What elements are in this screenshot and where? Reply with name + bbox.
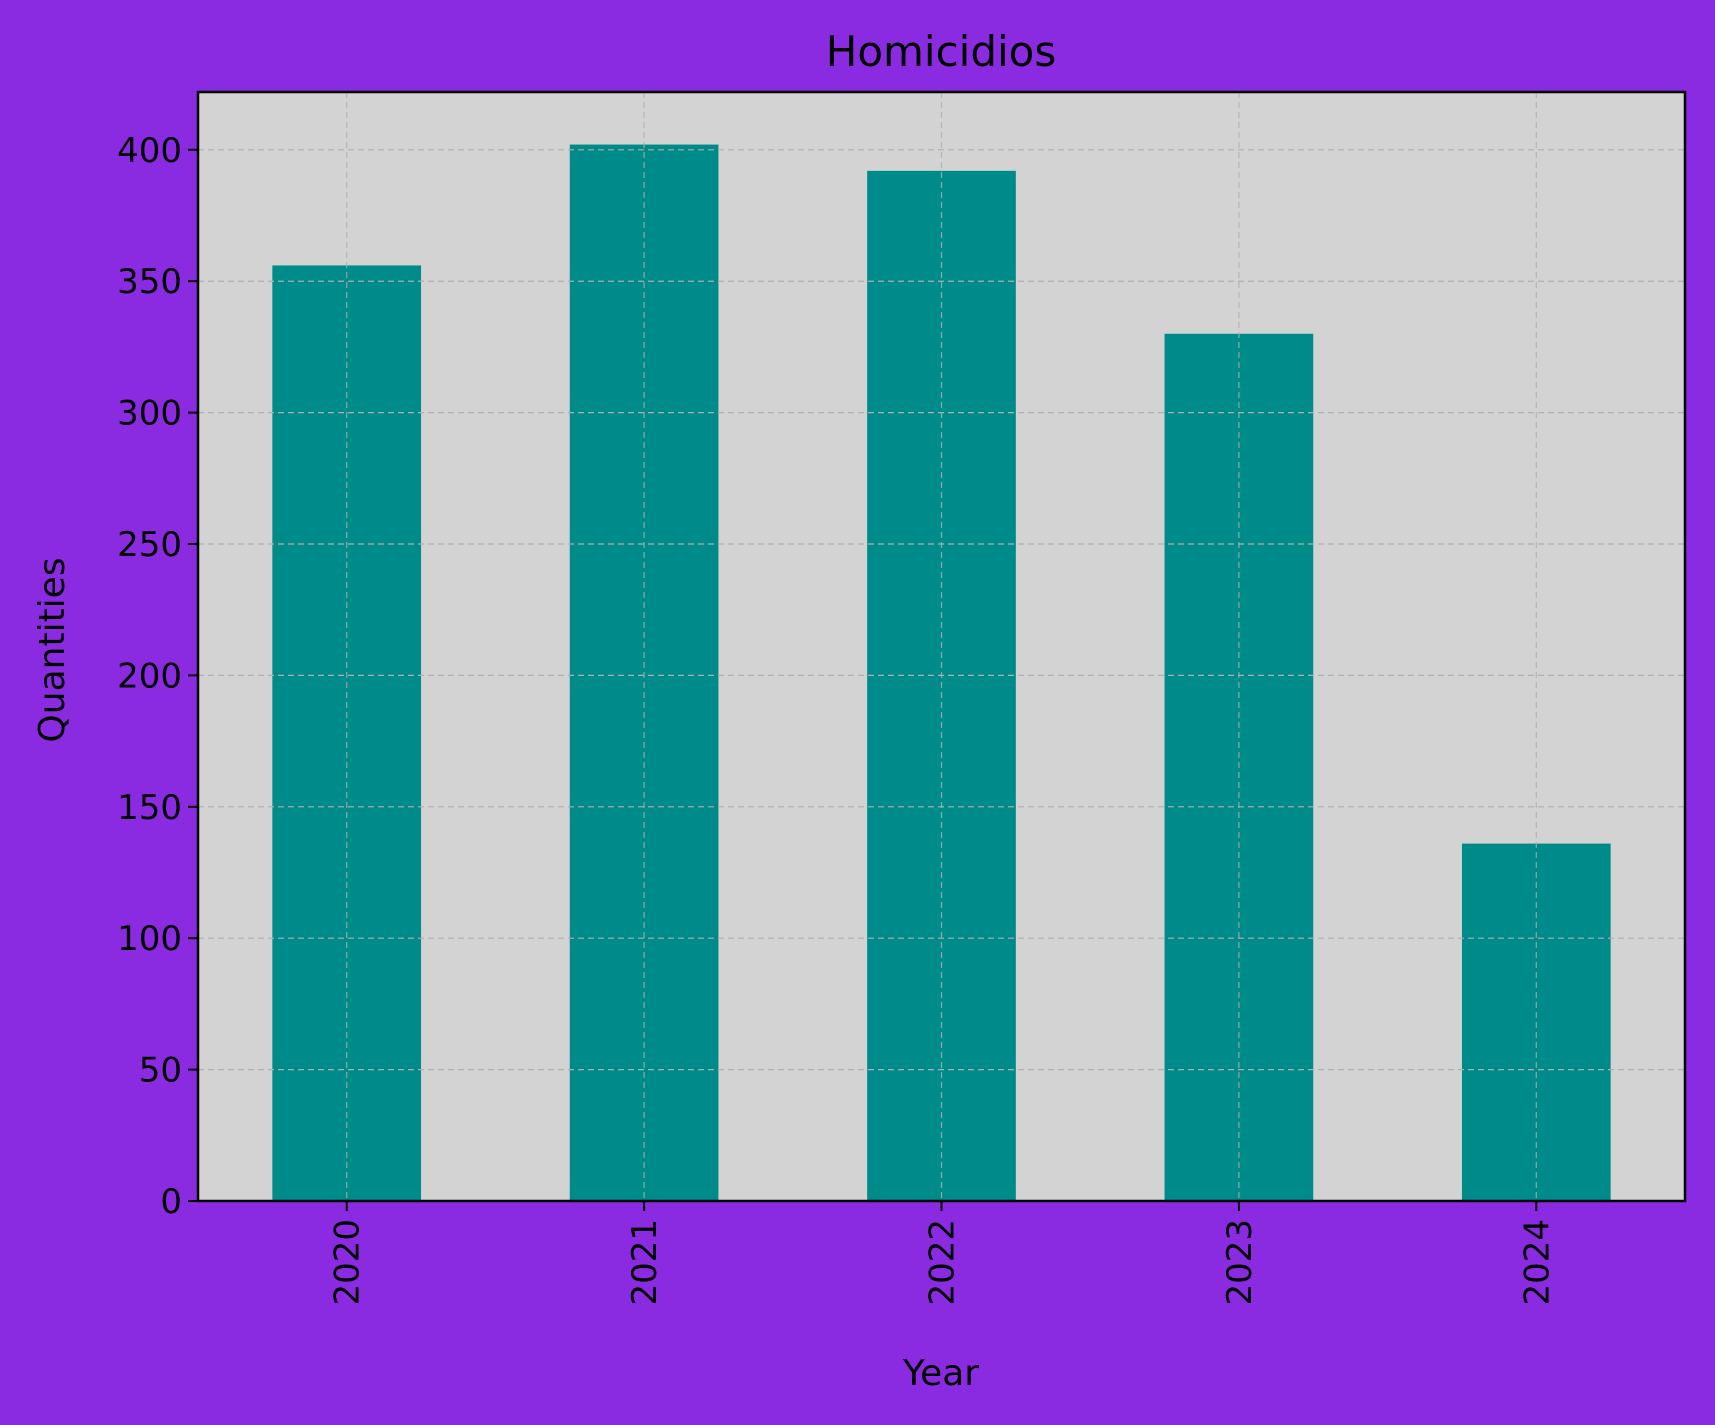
y-tick-label: 50 — [139, 1051, 182, 1091]
y-tick-label: 150 — [117, 788, 182, 828]
x-axis-label: Year — [902, 1353, 979, 1394]
y-tick-label: 100 — [117, 919, 182, 959]
x-tick-label: 2020 — [328, 1219, 368, 1306]
y-tick-label: 200 — [117, 656, 182, 696]
y-tick-label: 300 — [117, 394, 182, 434]
x-tick-label: 2023 — [1220, 1219, 1260, 1306]
chart-title: Homicidios — [826, 27, 1057, 76]
y-tick-label: 350 — [117, 262, 182, 302]
y-axis-ticks: 0 50 100 150 200 250 300 350 400 — [117, 131, 198, 1222]
y-axis-label: Quantities — [32, 557, 73, 742]
y-tick-label: 0 — [160, 1182, 182, 1222]
y-tick-label: 250 — [117, 525, 182, 565]
x-axis-ticks: 2020 2021 2022 2023 2024 — [328, 1201, 1557, 1306]
y-tick-label: 400 — [117, 131, 182, 171]
x-tick-label: 2021 — [625, 1219, 665, 1306]
x-tick-label: 2022 — [923, 1219, 963, 1306]
x-tick-label: 2024 — [1517, 1219, 1557, 1306]
